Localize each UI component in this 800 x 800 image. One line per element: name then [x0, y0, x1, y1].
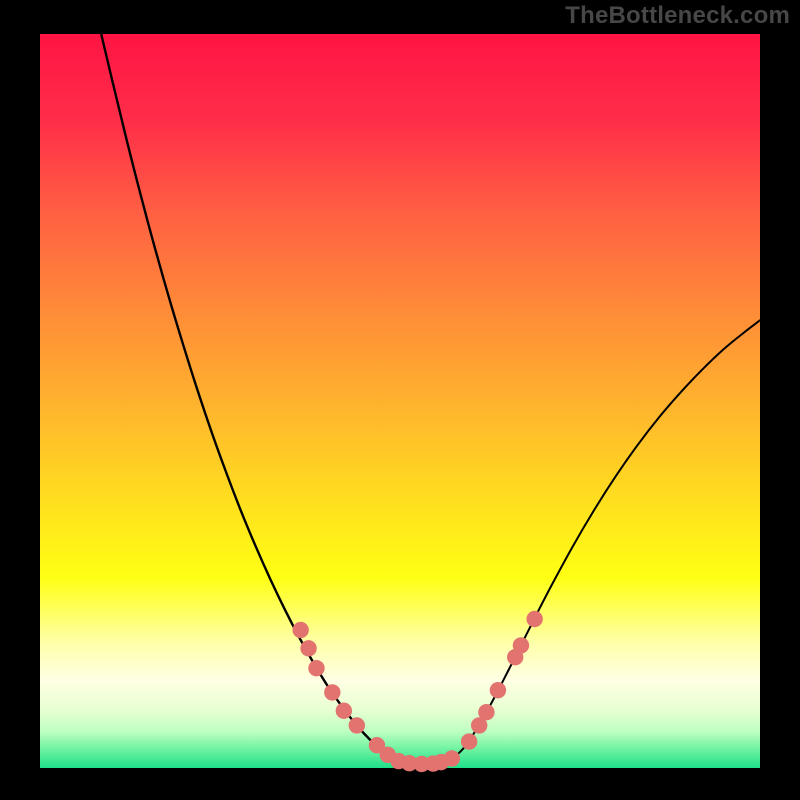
data-marker: [478, 704, 494, 720]
curve-left: [101, 34, 396, 761]
plot-area: [40, 34, 760, 768]
data-marker: [308, 660, 324, 676]
data-marker: [444, 750, 460, 766]
data-marker: [526, 611, 542, 627]
data-marker: [292, 622, 308, 638]
data-marker: [300, 640, 316, 656]
data-marker: [349, 717, 365, 733]
marker-group: [292, 611, 542, 772]
data-marker: [461, 733, 477, 749]
data-marker: [490, 682, 506, 698]
data-marker: [513, 637, 529, 653]
watermark-text: TheBottleneck.com: [565, 2, 790, 30]
plot-svg: [40, 34, 760, 768]
chart-stage: TheBottleneck.com: [0, 0, 800, 800]
data-marker: [324, 684, 340, 700]
data-marker: [336, 703, 352, 719]
